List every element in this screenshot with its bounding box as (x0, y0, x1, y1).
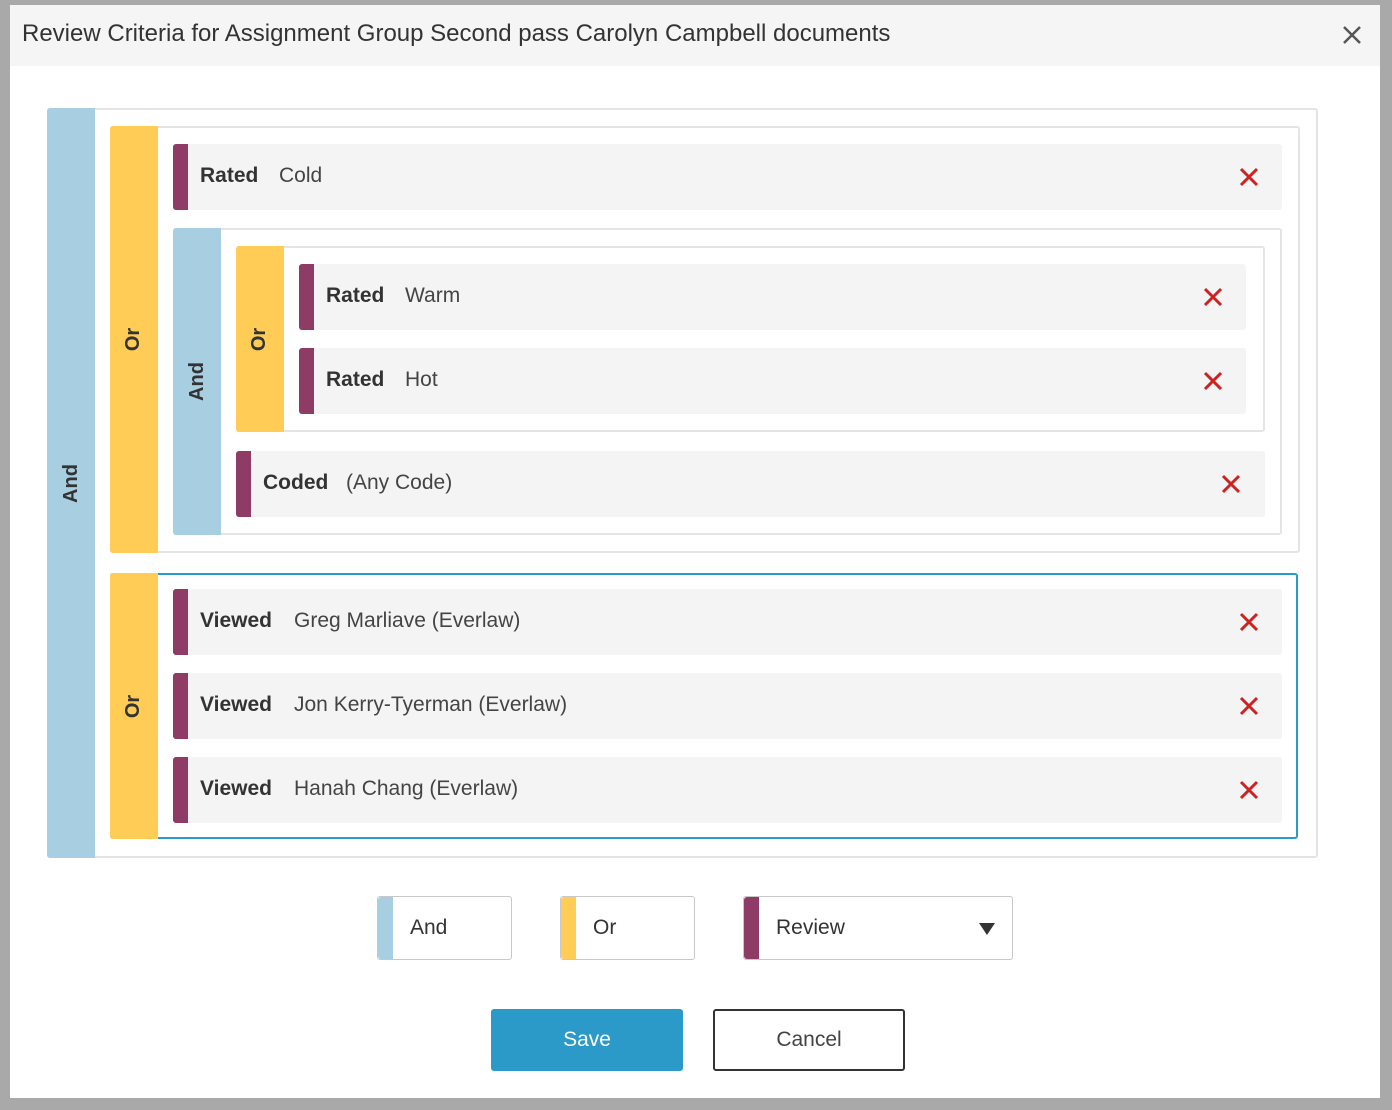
criterion-value: (Any Code) (346, 471, 453, 494)
criterion-type-select-label: Review (776, 916, 845, 939)
close-icon[interactable] (1340, 23, 1364, 47)
review-criteria-dialog: Review Criteria for Assignment Group Sec… (10, 5, 1380, 1098)
remove-icon[interactable] (1201, 285, 1225, 309)
and-color-stripe (378, 897, 393, 959)
criterion-stripe (173, 589, 188, 655)
or-group-1-operator[interactable]: Or (110, 126, 158, 553)
add-or-button[interactable]: Or (560, 896, 695, 960)
criterion-value: Hanah Chang (Everlaw) (294, 777, 519, 800)
remove-icon[interactable] (1237, 694, 1261, 718)
dialog-header: Review Criteria for Assignment Group Sec… (10, 5, 1380, 66)
criterion-rated-hot[interactable]: Rated Hot (299, 348, 1246, 414)
criterion-type: Viewed (200, 693, 272, 716)
criterion-type: Viewed (200, 609, 272, 632)
save-button[interactable]: Save (491, 1009, 683, 1071)
criterion-type: Coded (263, 471, 329, 494)
criterion-value: Jon Kerry-Tyerman (Everlaw) (294, 693, 568, 716)
criterion-stripe (299, 348, 314, 414)
or-color-stripe (561, 897, 576, 959)
criterion-stripe (173, 673, 188, 739)
remove-icon[interactable] (1237, 610, 1261, 634)
criterion-stripe (173, 757, 188, 823)
add-and-label: And (410, 916, 448, 939)
criterion-value: Cold (279, 164, 323, 187)
criterion-type-select[interactable]: Review (743, 896, 1013, 960)
remove-icon[interactable] (1219, 472, 1243, 496)
inner-or-group-operator[interactable]: Or (236, 246, 284, 432)
criterion-viewed-jon[interactable]: Viewed Jon Kerry-Tyerman (Everlaw) (173, 673, 1282, 739)
criterion-viewed-greg[interactable]: Viewed Greg Marliave (Everlaw) (173, 589, 1282, 655)
criterion-stripe (236, 451, 251, 517)
criterion-type: Rated (326, 284, 385, 307)
dialog-title: Review Criteria for Assignment Group Sec… (22, 20, 891, 47)
criterion-coded-any[interactable]: Coded (Any Code) (236, 451, 1265, 517)
criterion-type: Rated (200, 164, 259, 187)
remove-icon[interactable] (1201, 369, 1225, 393)
criterion-stripe (299, 264, 314, 330)
criterion-type: Viewed (200, 777, 272, 800)
criterion-color-stripe (744, 897, 759, 959)
remove-icon[interactable] (1237, 778, 1261, 802)
add-or-label: Or (593, 916, 617, 939)
criterion-stripe (173, 144, 188, 210)
criterion-value: Hot (405, 368, 438, 391)
and-subgroup-operator[interactable]: And (173, 228, 221, 535)
cancel-button[interactable]: Cancel (713, 1009, 905, 1071)
criterion-rated-warm[interactable]: Rated Warm (299, 264, 1246, 330)
root-and-operator[interactable]: And (47, 108, 95, 858)
add-and-button[interactable]: And (377, 896, 512, 960)
or-group-2-operator[interactable]: Or (110, 573, 158, 839)
remove-icon[interactable] (1237, 165, 1261, 189)
criterion-viewed-hanah[interactable]: Viewed Hanah Chang (Everlaw) (173, 757, 1282, 823)
criterion-value: Warm (405, 284, 461, 307)
criterion-value: Greg Marliave (Everlaw) (294, 609, 521, 632)
criterion-rated-cold[interactable]: Rated Cold (173, 144, 1282, 210)
criterion-type: Rated (326, 368, 385, 391)
caret-down-icon (979, 923, 995, 935)
